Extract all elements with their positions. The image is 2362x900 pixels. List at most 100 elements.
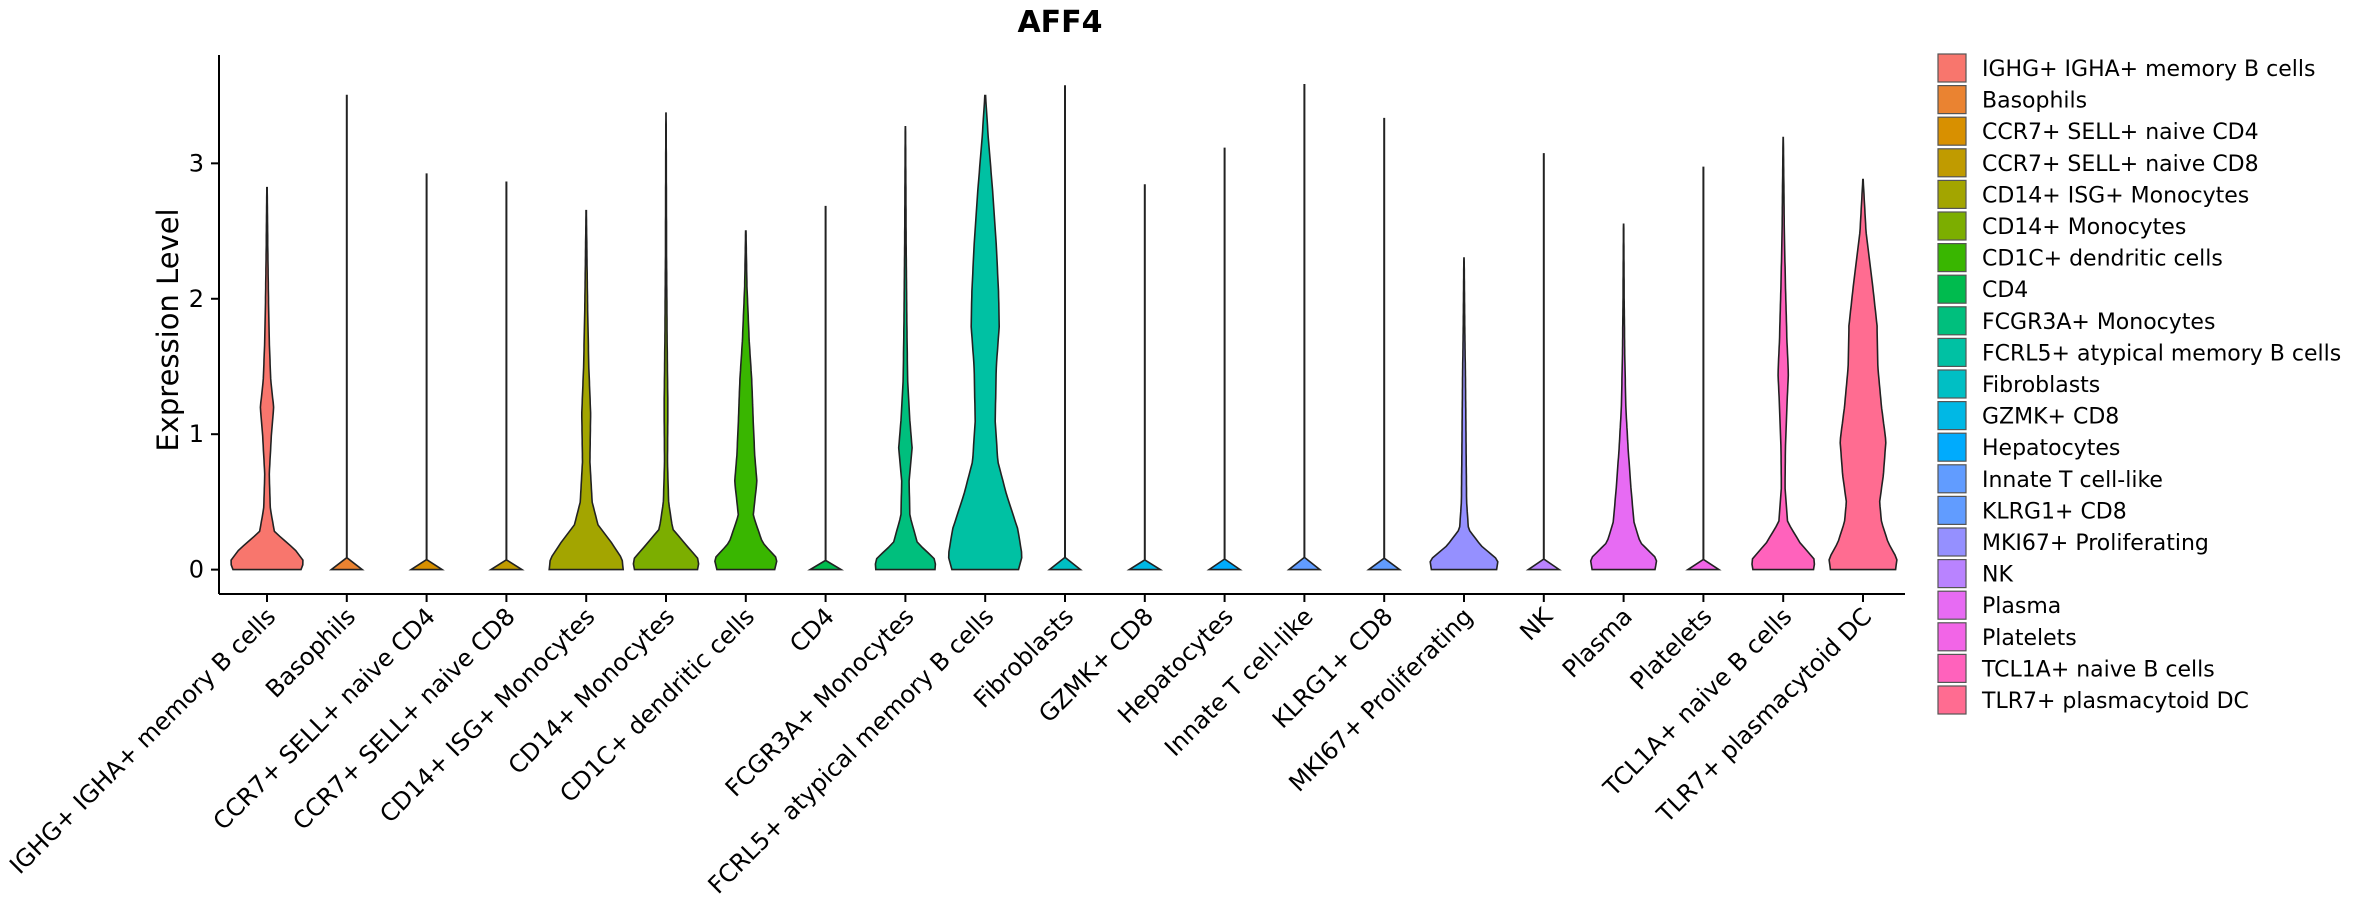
- legend-label-klrg1-cd8: KLRG1+ CD8: [1982, 499, 2127, 524]
- legend-label-mki67-proliferating: MKI67+ Proliferating: [1982, 531, 2209, 556]
- y-tick-label-1: 1: [189, 420, 204, 448]
- violin-shape-tcl1a-naive-b-cells: [1751, 136, 1816, 571]
- legend-swatch-fibroblasts: [1937, 369, 1967, 399]
- legend-item-ccr7-sell-naive-cd8: CCR7+ SELL+ naive CD8: [1937, 148, 2259, 178]
- legend-label-ighg-igha-memory-b-cells: IGHG+ IGHA+ memory B cells: [1982, 57, 2315, 82]
- violin-gzmk-cd8: [1126, 184, 1164, 571]
- violin-shape-fcrl5-atypical-memory-b-cells: [947, 94, 1023, 571]
- legend-swatch-ighg-igha-memory-b-cells: [1937, 53, 1967, 83]
- legend-item-cd4: CD4: [1937, 274, 2028, 304]
- violin-shape-cd1c-dendritic-cells: [714, 230, 778, 571]
- legend-item-fcrl5-atypical-memory-b-cells: FCRL5+ atypical memory B cells: [1937, 337, 2341, 367]
- y-tick-label-2: 2: [189, 285, 204, 313]
- legend-label-cd4: CD4: [1982, 278, 2028, 303]
- legend-item-plasma: Plasma: [1937, 590, 2061, 620]
- violin-shape-fcgr3a-monocytes: [874, 126, 937, 571]
- violin-plasma: [1589, 223, 1658, 571]
- legend-item-fcgr3a-monocytes: FCGR3A+ Monocytes: [1937, 306, 2215, 336]
- violin-shape-nk: [1525, 153, 1562, 571]
- y-tick-label-3: 3: [189, 149, 204, 177]
- legend-swatch-plasma: [1937, 590, 1967, 620]
- legend-swatch-cd14-isg-monocytes: [1937, 179, 1967, 209]
- legend-item-platelets: Platelets: [1937, 622, 2077, 652]
- legend-swatch-cd14-monocytes: [1937, 211, 1967, 241]
- violin-shape-cd14-isg-monocytes: [548, 209, 625, 571]
- legend-label-ccr7-sell-naive-cd8: CCR7+ SELL+ naive CD8: [1982, 152, 2259, 177]
- legend-item-klrg1-cd8: KLRG1+ CD8: [1937, 495, 2127, 525]
- violin-fcgr3a-monocytes: [874, 126, 937, 571]
- legend-label-hepatocytes: Hepatocytes: [1982, 436, 2120, 461]
- violin-shape-fibroblasts: [1047, 85, 1083, 571]
- violin-cd14-monocytes: [632, 112, 700, 571]
- legend-label-fcgr3a-monocytes: FCGR3A+ Monocytes: [1982, 310, 2215, 335]
- legend-item-gzmk-cd8: GZMK+ CD8: [1937, 401, 2119, 431]
- legend-label-platelets: Platelets: [1982, 626, 2077, 651]
- violin-shape-ighg-igha-memory-b-cells: [230, 186, 304, 571]
- legend-label-nk: NK: [1982, 563, 2013, 588]
- violin-ighg-igha-memory-b-cells: [230, 186, 304, 571]
- legend-item-mki67-proliferating: MKI67+ Proliferating: [1937, 527, 2209, 557]
- legend-label-plasma: Plasma: [1982, 594, 2061, 619]
- y-axis-label: Expression Level: [151, 208, 185, 451]
- violin-shape-cd14-monocytes: [632, 112, 700, 571]
- violin-shape-klrg1-cd8: [1366, 117, 1403, 571]
- chart-title: AFF4: [1017, 5, 1102, 40]
- violin-shape-plasma: [1589, 223, 1658, 571]
- violin-cd14-isg-monocytes: [548, 209, 625, 571]
- violin-shape-cd4: [807, 205, 845, 571]
- legend-swatch-basophils: [1937, 84, 1967, 115]
- violin-cd4: [807, 205, 845, 571]
- violin-cd1c-dendritic-cells: [714, 230, 778, 571]
- legend-swatch-tcl1a-naive-b-cells: [1937, 653, 1967, 684]
- legend-label-ccr7-sell-naive-cd4: CCR7+ SELL+ naive CD4: [1982, 120, 2259, 145]
- legend-item-ccr7-sell-naive-cd4: CCR7+ SELL+ naive CD4: [1937, 116, 2259, 146]
- legend-swatch-cd1c-dendritic-cells: [1937, 243, 1967, 273]
- legend-swatch-klrg1-cd8: [1937, 495, 1967, 525]
- legend-item-cd14-monocytes: CD14+ Monocytes: [1937, 211, 2186, 241]
- legend-item-innate-t-cell-like: Innate T cell-like: [1937, 464, 2163, 494]
- violin-hepatocytes: [1206, 147, 1243, 571]
- violin-shape-gzmk-cd8: [1126, 184, 1164, 571]
- violin-fibroblasts: [1047, 85, 1083, 571]
- legend-item-ighg-igha-memory-b-cells: IGHG+ IGHA+ memory B cells: [1937, 53, 2315, 83]
- legend-swatch-ccr7-sell-naive-cd8: [1937, 148, 1967, 178]
- violin-basophils: [328, 94, 365, 571]
- violin-ccr7-sell-naive-cd8: [488, 181, 525, 571]
- legend-label-cd14-monocytes: CD14+ Monocytes: [1982, 215, 2186, 240]
- legend-label-innate-t-cell-like: Innate T cell-like: [1982, 468, 2163, 493]
- legend-label-gzmk-cd8: GZMK+ CD8: [1982, 405, 2119, 430]
- legend-item-nk: NK: [1937, 558, 2013, 589]
- violin-platelets: [1685, 166, 1722, 571]
- legend-item-hepatocytes: Hepatocytes: [1937, 432, 2120, 462]
- legend-swatch-tlr7-plasmacytoid-dc: [1937, 685, 1967, 715]
- legend-swatch-fcgr3a-monocytes: [1937, 306, 1967, 336]
- legend-swatch-platelets: [1937, 622, 1967, 652]
- violin-shape-basophils: [328, 94, 365, 571]
- violin-shape-mki67-proliferating: [1429, 257, 1499, 571]
- y-tick-label-0: 0: [189, 556, 204, 584]
- legend-label-fibroblasts: Fibroblasts: [1982, 373, 2100, 398]
- legend-swatch-fcrl5-atypical-memory-b-cells: [1937, 337, 1967, 367]
- legend-item-cd1c-dendritic-cells: CD1C+ dendritic cells: [1937, 243, 2223, 273]
- violin-fcrl5-atypical-memory-b-cells: [947, 94, 1023, 571]
- legend-swatch-nk: [1937, 558, 1967, 589]
- legend-label-basophils: Basophils: [1982, 89, 2087, 114]
- violin-mki67-proliferating: [1429, 257, 1499, 571]
- violin-tcl1a-naive-b-cells: [1751, 136, 1816, 571]
- violin-shape-platelets: [1685, 166, 1722, 571]
- legend-swatch-cd4: [1937, 274, 1967, 304]
- violin-shape-ccr7-sell-naive-cd4: [408, 173, 445, 571]
- legend-label-fcrl5-atypical-memory-b-cells: FCRL5+ atypical memory B cells: [1982, 341, 2341, 366]
- legend-label-tlr7-plasmacytoid-dc: TLR7+ plasmacytoid DC: [1981, 689, 2249, 714]
- legend-label-cd1c-dendritic-cells: CD1C+ dendritic cells: [1982, 247, 2223, 272]
- violin-shape-tlr7-plasmacytoid-dc: [1828, 178, 1898, 571]
- legend-item-cd14-isg-monocytes: CD14+ ISG+ Monocytes: [1937, 179, 2249, 209]
- plot-area: [230, 84, 1898, 571]
- legend-item-basophils: Basophils: [1937, 84, 2087, 115]
- legend-swatch-innate-t-cell-like: [1937, 464, 1967, 494]
- legend-swatch-mki67-proliferating: [1937, 527, 1967, 557]
- legend-label-tcl1a-naive-b-cells: TCL1A+ naive B cells: [1981, 657, 2215, 682]
- violin-tlr7-plasmacytoid-dc: [1828, 178, 1898, 571]
